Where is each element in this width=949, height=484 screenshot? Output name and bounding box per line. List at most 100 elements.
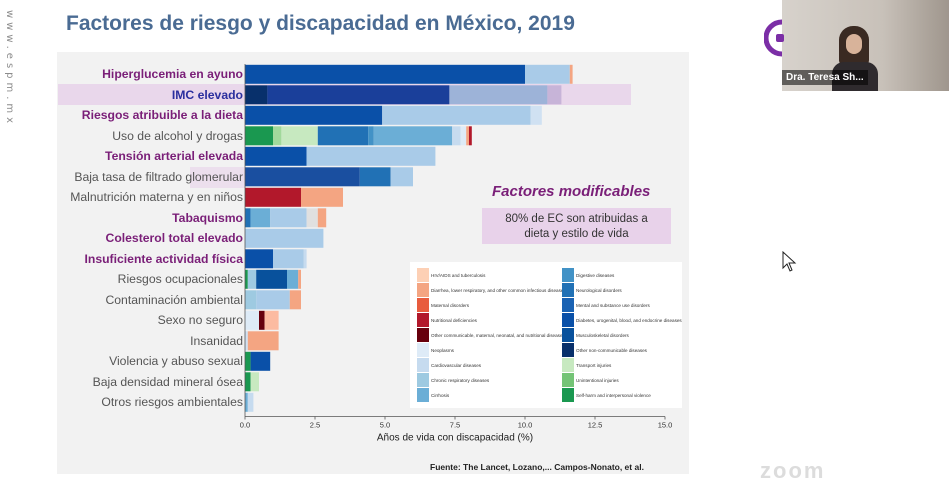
legend-label: Transport injuries (576, 363, 612, 368)
bar-segment (256, 269, 287, 289)
mouse-cursor-icon (782, 251, 797, 272)
bar-segment (250, 208, 271, 228)
x-tick-label: 12.5 (588, 421, 603, 430)
bar-segment (273, 126, 282, 146)
legend-swatch (562, 358, 574, 372)
bar-segment (298, 269, 301, 289)
legend-swatch (417, 298, 429, 312)
participant-video[interactable]: Dra. Teresa Sh... (782, 0, 949, 91)
bar-segment (259, 310, 265, 330)
legend-label: Other communicable, maternal, neonatal, … (431, 333, 566, 338)
category-label: Otros riesgos ambientales (101, 395, 243, 409)
category-label: Baja tasa de filtrado glomerular (74, 169, 243, 184)
category-label: Malnutrición materna y en niños (70, 190, 243, 204)
x-tick-label: 7.5 (450, 421, 460, 430)
bar-segment (267, 85, 450, 105)
category-label: Hiperglucemia en ayuno (102, 67, 243, 81)
participant-name-tag: Dra. Teresa Sh... (782, 70, 868, 85)
legend-label: Self-harm and interpersonal violence (576, 393, 651, 398)
x-tick-label: 2.5 (310, 421, 320, 430)
bar-segment (306, 146, 436, 166)
modifiable-text: 80% de EC son atribuidas a dieta y estil… (482, 212, 671, 242)
legend-swatch (417, 388, 429, 402)
category-label: Colesterol total elevado (105, 231, 243, 245)
legend-swatch (562, 343, 574, 357)
category-label: Insuficiente actividad física (84, 251, 244, 266)
category-label: Insanidad (190, 333, 243, 348)
bar-segment (247, 269, 257, 289)
x-tick-label: 10.0 (518, 421, 533, 430)
bar-segment (289, 290, 301, 310)
source-citation: Fuente: The Lancet, Lozano,... Campos-No… (430, 462, 644, 472)
category-label: Tensión arterial elevada (105, 149, 243, 163)
x-tick-label: 0.0 (240, 421, 250, 430)
bar-segment (245, 64, 525, 84)
bar-segment (449, 85, 548, 105)
category-label: IMC elevado (171, 87, 243, 102)
bar-segment (250, 351, 271, 371)
x-axis-label: Años de vida con discapacidad (%) (377, 433, 533, 444)
bar-segment (245, 392, 248, 412)
legend-swatch (562, 328, 574, 342)
legend-label: Diarrhea, lower respiratory, and other c… (431, 288, 566, 293)
bar-segment (270, 208, 307, 228)
x-axis: 0.0 2.5 5.0 7.5 10.0 12.5 15.0 Años de vida con… (240, 64, 672, 444)
legend-label: Other non-communicable diseases (576, 348, 648, 353)
category-label: Riesgos ocupacionales (117, 272, 243, 286)
espm-logo-icon (764, 19, 784, 57)
bar-segment (245, 105, 383, 125)
legend-swatch (417, 373, 429, 387)
legend-swatch (562, 388, 574, 402)
bar-segment (301, 187, 343, 207)
bar-segment (547, 85, 562, 105)
bar-segment (525, 64, 570, 84)
bar-segment (303, 249, 307, 269)
bar-segment (245, 167, 360, 187)
bar-segment (247, 392, 254, 412)
bar-segment (245, 249, 273, 269)
legend-swatch (417, 283, 429, 297)
category-label: Sexo no seguro (157, 313, 243, 327)
legend-label: Neurological disorders (576, 288, 622, 293)
legend-label: Neoplasms (431, 348, 455, 353)
legend-label: Maternal disorders (431, 303, 470, 308)
legend-label: Musculoskeletal disorders (576, 333, 630, 338)
legend-background (410, 262, 682, 408)
bar-segment (245, 372, 251, 392)
bar-segment (250, 372, 259, 392)
bar-segment (317, 208, 327, 228)
slide-title: Factores de riesgo y discapacidad en Méx… (66, 12, 575, 35)
category-label: Tabaquismo (172, 210, 243, 225)
bar-segment (390, 167, 413, 187)
bar-segment (245, 310, 259, 330)
legend-swatch (417, 358, 429, 372)
legend-label: Cirrhosis (431, 393, 450, 398)
category-label: Riesgos atribuible a la dieta (81, 108, 243, 122)
bar-segment (317, 126, 369, 146)
bar-segment (245, 351, 251, 371)
legend: HIV/AIDS and tuberculosis Diarrhea, lower… (410, 262, 682, 408)
legend-swatch (417, 268, 429, 282)
category-label: Violencia y abuso sexual (109, 354, 243, 368)
bars-layer (245, 64, 573, 412)
bar-segment (287, 269, 299, 289)
bar-segment (245, 228, 324, 248)
modifiable-box (482, 208, 671, 244)
bar-segment (245, 187, 301, 207)
bar-segment (245, 290, 257, 310)
participant-face (846, 34, 862, 54)
legend-swatch (417, 328, 429, 342)
bar-segment (569, 64, 573, 84)
bar-segment (530, 105, 542, 125)
bar-segment (273, 249, 304, 269)
modifiable-text-line-1: 80% de EC son atribuidas a (505, 213, 648, 225)
bar-segment (264, 310, 279, 330)
legend-label: Chronic respiratory diseases (431, 378, 490, 383)
legend-swatch (562, 283, 574, 297)
legend-swatch (417, 313, 429, 327)
legend-label: Digestive diseases (576, 273, 615, 278)
bar-segment (306, 208, 318, 228)
bar-segment (359, 167, 391, 187)
bar-segment (382, 105, 531, 125)
